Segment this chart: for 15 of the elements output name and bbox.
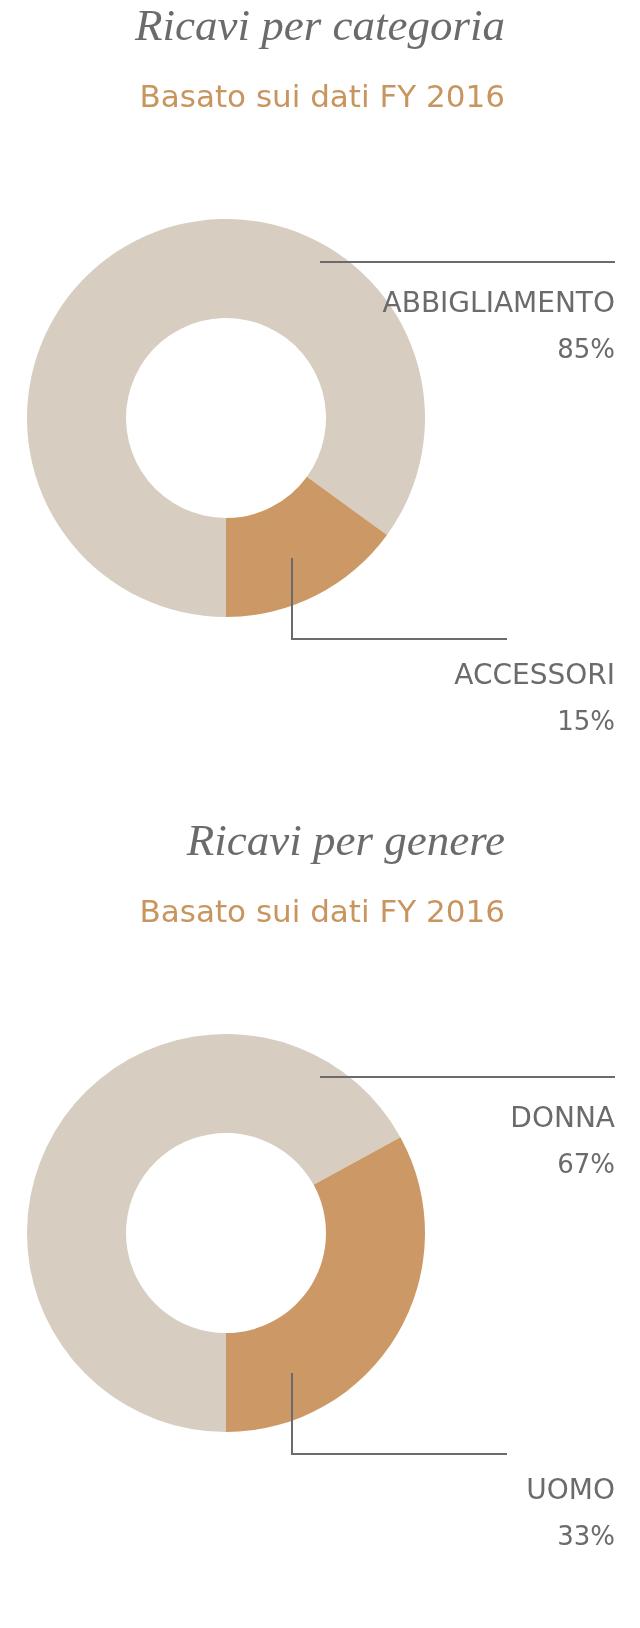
- donut-slice: [226, 476, 387, 617]
- chart-subtitle: Basato sui dati FY 2016: [139, 78, 505, 114]
- chart-subtitle: Basato sui dati FY 2016: [139, 893, 505, 929]
- data-label: 85%: [557, 334, 615, 364]
- donut-slice: [226, 1137, 425, 1432]
- data-label: 33%: [557, 1521, 615, 1551]
- data-label: 67%: [557, 1149, 615, 1179]
- chart-title: Ricavi per categoria: [134, 0, 505, 50]
- slice-label: ABBIGLIAMENTO: [382, 286, 615, 319]
- chart-title: Ricavi per genere: [185, 815, 505, 865]
- donut-slice: [27, 1034, 401, 1432]
- slice-label: UOMO: [526, 1473, 615, 1506]
- slice-label: ACCESSORI: [454, 658, 615, 691]
- data-label: 15%: [557, 706, 615, 736]
- slice-label: DONNA: [510, 1101, 615, 1134]
